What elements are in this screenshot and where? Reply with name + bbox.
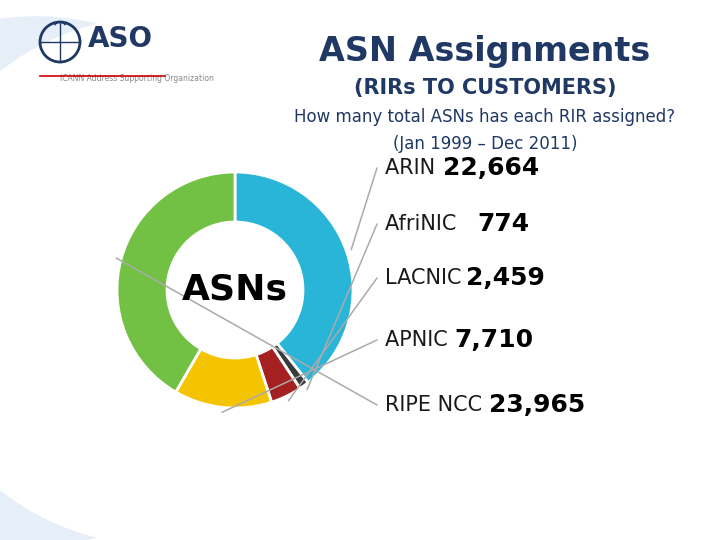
Wedge shape xyxy=(272,343,308,388)
Text: ASN Assignments: ASN Assignments xyxy=(320,35,651,68)
Text: (Jan 1999 – Dec 2011): (Jan 1999 – Dec 2011) xyxy=(392,135,577,153)
Wedge shape xyxy=(117,172,235,392)
Text: How many total ASNs has each RIR assigned?: How many total ASNs has each RIR assigne… xyxy=(294,108,675,126)
Wedge shape xyxy=(235,172,353,383)
Text: (RIRs TO CUSTOMERS): (RIRs TO CUSTOMERS) xyxy=(354,78,616,98)
Text: 774: 774 xyxy=(477,212,530,236)
Text: 22,664: 22,664 xyxy=(443,156,539,180)
Text: ARIN: ARIN xyxy=(385,158,442,178)
Ellipse shape xyxy=(0,16,418,540)
Text: 7,710: 7,710 xyxy=(454,328,534,352)
Text: 23,965: 23,965 xyxy=(489,393,585,417)
Text: ASNs: ASNs xyxy=(182,273,288,307)
Text: ASO: ASO xyxy=(88,25,153,53)
Text: ICANN Address Supporting Organization: ICANN Address Supporting Organization xyxy=(60,74,214,83)
Text: AfriNIC: AfriNIC xyxy=(385,214,463,234)
Wedge shape xyxy=(176,349,271,408)
Text: LACNIC: LACNIC xyxy=(385,268,468,288)
Ellipse shape xyxy=(0,16,295,540)
Text: 2,459: 2,459 xyxy=(466,266,545,290)
Wedge shape xyxy=(256,347,300,402)
Text: APNIC: APNIC xyxy=(385,330,454,350)
Text: RIPE NCC: RIPE NCC xyxy=(385,395,489,415)
